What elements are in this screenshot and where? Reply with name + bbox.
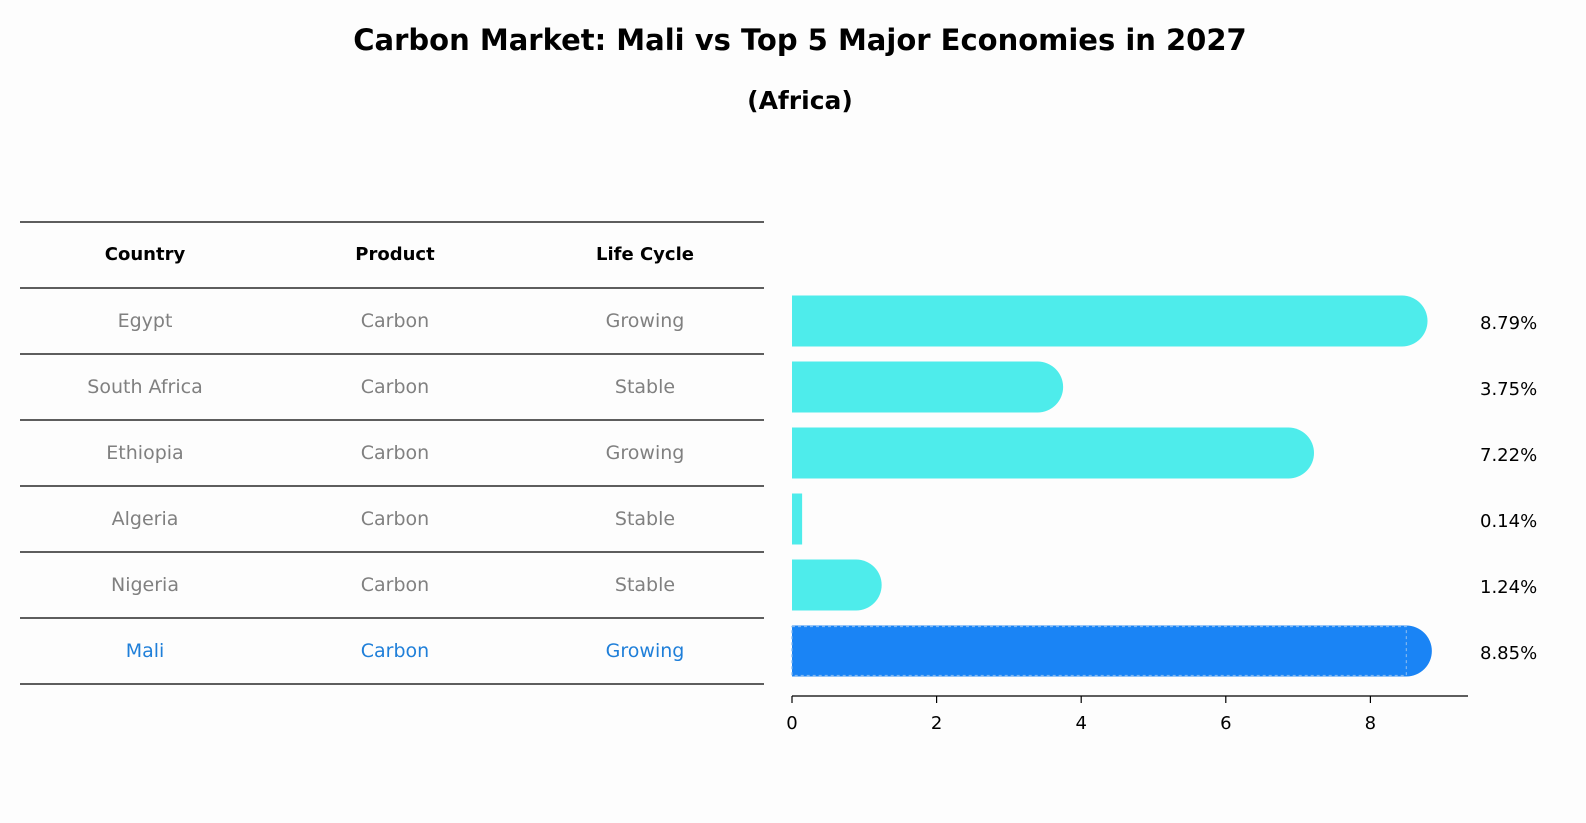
bar-south-africa <box>792 361 1064 413</box>
cell-life-cycle: Stable <box>615 574 675 596</box>
header-product: Product <box>355 244 435 265</box>
table-row: Mali Carbon Growing <box>126 640 685 662</box>
x-axis: 0 2 4 6 8 <box>786 695 1468 734</box>
table-row: South Africa Carbon Stable <box>87 376 675 398</box>
cell-product: Carbon <box>361 376 429 398</box>
cell-life-cycle: Stable <box>615 376 675 398</box>
x-tick-label: 2 <box>931 713 942 734</box>
table-row: Egypt Carbon Growing <box>118 310 685 332</box>
cell-country: Egypt <box>118 310 173 332</box>
cell-product: Carbon <box>361 442 429 464</box>
chart-subtitle: (Africa) <box>747 86 853 115</box>
table-row: Nigeria Carbon Stable <box>111 574 675 596</box>
x-tick-label: 0 <box>786 713 797 734</box>
chart-title: Carbon Market: Mali vs Top 5 Major Econo… <box>353 23 1246 57</box>
header-country: Country <box>105 244 186 265</box>
cell-country: Mali <box>126 640 165 662</box>
value-label: 3.75% <box>1480 379 1537 400</box>
cell-life-cycle: Growing <box>606 442 685 464</box>
bar-ethiopia <box>792 427 1315 479</box>
cell-life-cycle: Growing <box>606 640 685 662</box>
cell-life-cycle: Stable <box>615 508 675 530</box>
cell-country: South Africa <box>87 376 202 398</box>
cell-country: Nigeria <box>111 574 179 596</box>
table-row: Algeria Carbon Stable <box>112 508 675 530</box>
bar-egypt <box>792 295 1428 347</box>
cell-product: Carbon <box>361 640 429 662</box>
cell-country: Algeria <box>112 508 179 530</box>
value-label: 8.85% <box>1480 643 1537 664</box>
data-table: Country Product Life Cycle Egypt Carbon Growi… <box>20 221 764 685</box>
value-label: 0.14% <box>1480 511 1537 532</box>
bar-algeria <box>792 493 803 545</box>
cell-country: Ethiopia <box>106 442 183 464</box>
cell-life-cycle: Growing <box>606 310 685 332</box>
value-label: 8.79% <box>1480 313 1537 334</box>
x-tick-label: 4 <box>1075 713 1086 734</box>
highlight-outline <box>791 625 1407 677</box>
value-label: 7.22% <box>1480 445 1537 466</box>
value-label: 1.24% <box>1480 577 1537 598</box>
bar-nigeria <box>792 559 882 611</box>
cell-product: Carbon <box>361 310 429 332</box>
x-tick-label: 6 <box>1220 713 1231 734</box>
table-row: Ethiopia Carbon Growing <box>106 442 684 464</box>
cell-product: Carbon <box>361 508 429 530</box>
bar-series: 8.79% 3.75% 7.22% 0.14% 1.24% 8.85% <box>791 295 1537 677</box>
x-tick-label: 8 <box>1365 713 1376 734</box>
bar-mali <box>792 625 1432 677</box>
header-life-cycle: Life Cycle <box>596 244 694 265</box>
cell-product: Carbon <box>361 574 429 596</box>
